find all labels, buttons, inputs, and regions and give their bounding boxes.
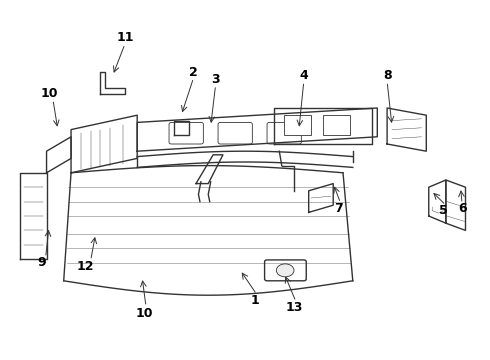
- FancyBboxPatch shape: [169, 122, 203, 144]
- FancyBboxPatch shape: [265, 260, 306, 281]
- Text: 10: 10: [40, 87, 58, 100]
- Text: 7: 7: [334, 202, 343, 215]
- Text: 1: 1: [250, 294, 259, 307]
- Circle shape: [276, 264, 294, 277]
- Text: 3: 3: [211, 73, 220, 86]
- Text: 6: 6: [459, 202, 467, 215]
- Bar: [323, 115, 350, 135]
- Text: 8: 8: [383, 69, 392, 82]
- Text: 10: 10: [136, 307, 153, 320]
- Text: 12: 12: [77, 260, 95, 273]
- Text: 9: 9: [37, 256, 46, 269]
- Text: 5: 5: [439, 204, 448, 217]
- FancyBboxPatch shape: [218, 122, 252, 144]
- Text: 11: 11: [116, 31, 134, 44]
- Text: 2: 2: [189, 66, 198, 78]
- Bar: [284, 115, 311, 135]
- FancyBboxPatch shape: [267, 122, 301, 144]
- Text: 13: 13: [285, 301, 303, 314]
- Text: 4: 4: [299, 69, 308, 82]
